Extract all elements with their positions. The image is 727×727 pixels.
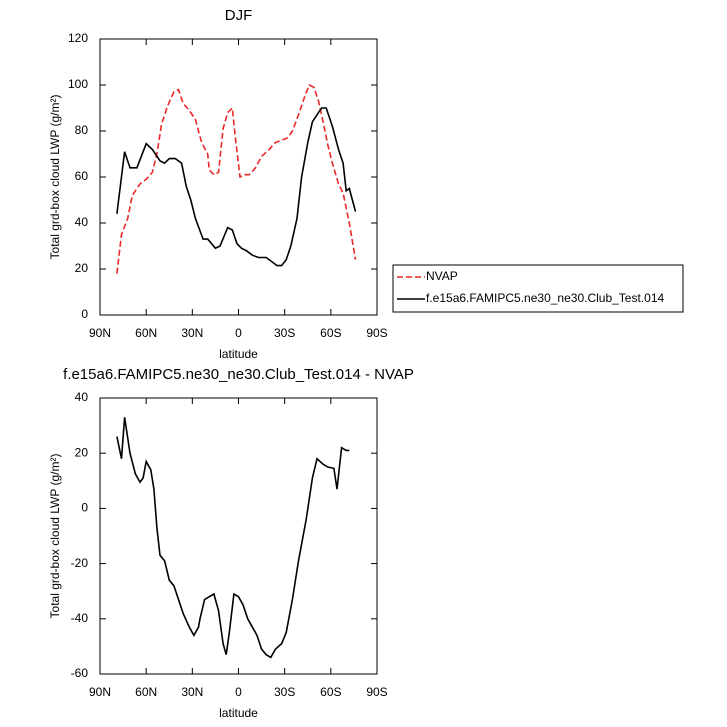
- legend-box: [392, 264, 684, 313]
- x-tick-label: 30S: [274, 685, 295, 699]
- y-axis-label: Total grd-box cloud LWP (g/m²): [48, 454, 62, 619]
- y-tick-label: 0: [81, 501, 88, 515]
- y-tick-label: 100: [68, 77, 88, 91]
- legend-label: NVAP: [426, 269, 458, 283]
- y-tick-label: 0: [81, 307, 88, 321]
- data-line: [116, 107, 357, 267]
- x-tick-label: 90S: [366, 326, 387, 340]
- x-tick-label: 60N: [135, 326, 157, 340]
- y-tick-label: -40: [71, 611, 89, 625]
- y-axis-label: Total grd-box cloud LWP (g/m²): [48, 95, 62, 260]
- data-line: [116, 83, 357, 274]
- y-tick-label: 80: [75, 123, 89, 137]
- x-tick-label: 30S: [274, 326, 295, 340]
- x-tick-label: 60S: [320, 326, 341, 340]
- legend-label: f.e15a6.FAMIPC5.ne30_ne30.Club_Test.014: [426, 291, 664, 305]
- x-tick-label: 90N: [89, 326, 111, 340]
- x-tick-label: 30N: [181, 685, 203, 699]
- y-tick-label: 60: [75, 169, 89, 183]
- x-tick-label: 90S: [366, 685, 387, 699]
- y-tick-label: -20: [71, 556, 89, 570]
- chart-title: DJF: [225, 7, 253, 24]
- x-axis-label: latitude: [219, 347, 258, 361]
- x-tick-label: 30N: [181, 326, 203, 340]
- chart-title: f.e15a6.FAMIPC5.ne30_ne30.Club_Test.014 …: [63, 366, 414, 383]
- x-tick-label: 0: [235, 326, 242, 340]
- data-line: [116, 417, 350, 659]
- y-tick-label: 40: [75, 390, 89, 404]
- y-tick-label: 120: [68, 31, 88, 45]
- y-tick-label: 20: [75, 261, 89, 275]
- plot-frame: [99, 397, 378, 675]
- x-tick-label: 0: [235, 685, 242, 699]
- y-tick-label: -60: [71, 666, 89, 680]
- plot-frame: [99, 38, 378, 316]
- y-tick-label: 40: [75, 215, 89, 229]
- x-tick-label: 60S: [320, 685, 341, 699]
- y-tick-label: 20: [75, 445, 89, 459]
- x-axis-label: latitude: [219, 706, 258, 720]
- x-tick-label: 60N: [135, 685, 157, 699]
- x-tick-label: 90N: [89, 685, 111, 699]
